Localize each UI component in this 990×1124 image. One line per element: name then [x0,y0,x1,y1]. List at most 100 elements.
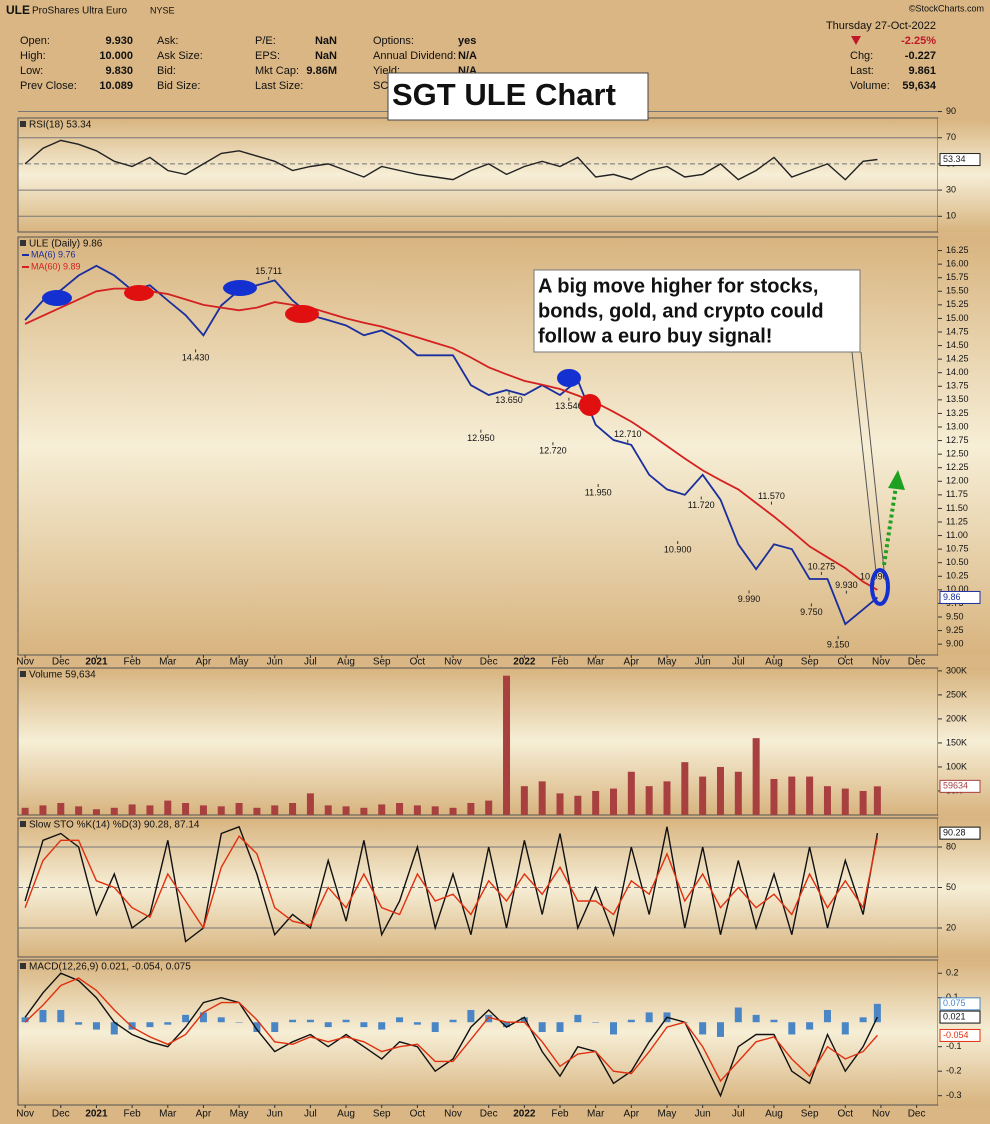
x-tick-label: Dec [908,1109,926,1120]
x-tick-label: Oct [410,1109,426,1120]
x-tick-label: Jun [267,657,283,668]
quote-label: Ask: [157,35,178,47]
x-tick-label: Aug [765,1109,783,1120]
y-tick-label: 11.25 [946,516,968,526]
bar [360,807,368,815]
y-tick-label: 10.00 [946,584,969,594]
y-tick-label: 90 [946,106,956,116]
x-tick-label: Jun [695,657,711,668]
bar [182,1014,190,1023]
signal-marker [557,369,581,387]
quote-value: NaN [315,35,337,47]
bar [92,1022,100,1030]
bar [110,807,118,815]
x-tick-label: Mar [159,657,177,668]
bar [716,766,724,815]
quote-label: Last Size: [255,80,303,92]
bar [217,1017,225,1023]
bar [235,1022,243,1023]
annotation: 11.950 [585,487,612,497]
bar [128,1022,136,1030]
y-tick-label: 13.50 [946,394,969,404]
y-tick-label: 0.1 [946,992,959,1002]
end-label-box [939,153,981,167]
series-line [24,139,878,181]
x-tick-label: May [230,1109,249,1120]
x-tick-label: Jul [732,1109,745,1120]
bar [873,786,881,815]
exchange: NYSE [150,5,175,15]
end-label: -0.054 [943,1030,969,1040]
panel-title: Volume 59,634 [29,670,96,681]
x-tick-label: May [658,1109,677,1120]
quote-label: Volume: [850,80,890,92]
quote-value: 9.830 [105,65,133,77]
bar [235,802,243,815]
title-icon [20,240,26,246]
quote-label: Mkt Cap: [255,65,299,77]
x-tick-label: Sep [801,1109,819,1120]
x-tick-label: Oct [838,1109,854,1120]
y-tick-label: 10.75 [946,544,969,554]
y-tick-label: 11.50 [946,503,968,513]
y-tick-label: 15.25 [946,299,969,309]
annotation: 11.570 [758,491,785,501]
bar [627,1019,635,1023]
bar [57,802,65,815]
y-tick-label: 16.25 [946,245,969,255]
bar [645,1012,653,1023]
bar [734,1007,742,1023]
quote-label: Low: [20,65,43,77]
bar [396,802,404,815]
series-line [24,972,879,1098]
y-tick-label: 10.50 [946,557,969,567]
x-tick-label: Aug [337,657,355,668]
y-tick-label: 14.50 [946,340,969,350]
x-tick-label: Oct [410,657,426,668]
y-tick-label: 150K [946,737,967,747]
down-arrow [851,36,861,45]
bar [378,804,386,815]
copyright: ©StockCharts.com [909,3,984,13]
legend-label: MA(60) 9.89 [31,261,81,271]
y-tick-label: 12.00 [946,476,969,486]
y-tick-label: 14.25 [946,354,969,364]
bar [485,800,493,815]
bar [823,786,831,815]
x-tick-label: Aug [765,657,783,668]
bar [289,802,297,815]
quote-value: 9.861 [908,65,936,77]
x-tick-label: Dec [908,657,926,668]
y-tick-label: 15.50 [946,286,969,296]
quote-label: Options: [373,35,414,47]
quote-label: Chg: [850,50,873,62]
end-label-box [939,1028,981,1042]
panel-title: Slow STO %K(14) %D(3) 90.28, 87.14 [29,820,200,831]
x-tick-label: 2022 [513,657,536,668]
quote-label: Bid: [157,65,176,77]
x-tick-label: Mar [587,657,605,668]
y-tick-label: 12.75 [946,435,969,445]
y-tick-label: 9.25 [946,625,964,635]
x-tick-label: Aug [337,1109,355,1120]
panel-title: ULE (Daily) 9.86 [29,239,103,250]
y-tick-label: 13.25 [946,408,969,418]
annotation: 10.900 [664,544,692,554]
y-tick-label: 10 [946,211,956,221]
end-label-box [939,826,981,840]
bar [128,804,136,815]
title-icon [20,671,26,677]
bar [342,806,350,815]
x-tick-label: Feb [551,1109,569,1120]
signal-marker [579,394,601,416]
annotation: 9.750 [800,607,823,617]
bar [110,1022,118,1035]
bar [503,1022,511,1028]
bar [39,805,47,815]
signal-marker [42,290,72,306]
bar [271,805,279,815]
end-label: 53.34 [943,154,966,164]
x-tick-label: Dec [52,657,70,668]
bar [164,800,172,815]
x-tick-label: 2022 [513,1109,536,1120]
